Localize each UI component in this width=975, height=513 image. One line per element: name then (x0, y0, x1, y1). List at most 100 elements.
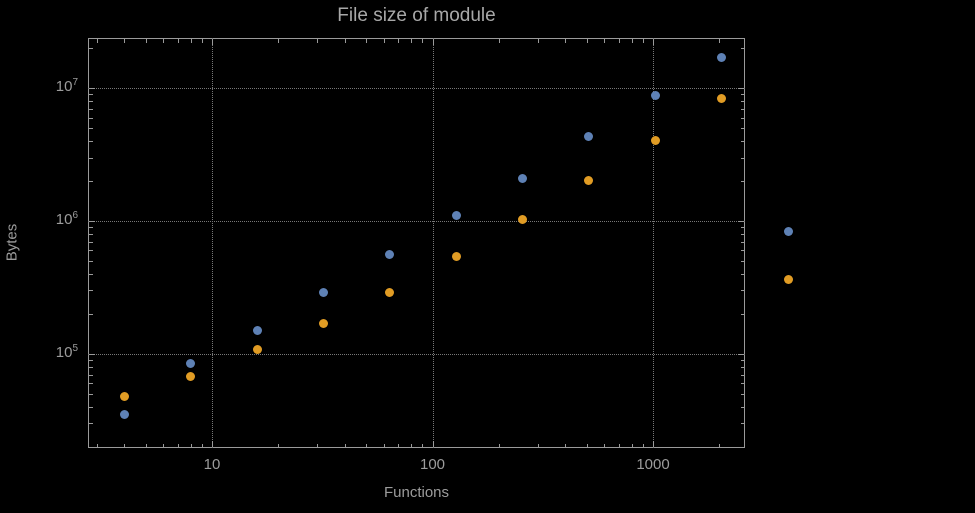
y-minor-tick (740, 374, 744, 376)
y-tick (89, 88, 95, 90)
y-minor-tick (740, 393, 744, 395)
y-tick (738, 88, 744, 90)
x-gridline (653, 38, 655, 448)
x-gridline (211, 38, 213, 448)
x-minor-tick (278, 443, 280, 447)
x-tick (432, 441, 434, 447)
plot-frame (88, 38, 745, 448)
y-tick-base: 10 (55, 78, 73, 96)
x-minor-tick (642, 443, 644, 447)
data-point-series-1 (385, 249, 395, 259)
x-minor-tick (344, 39, 346, 43)
data-point-series-2 (252, 344, 262, 354)
data-point-series-1 (119, 410, 129, 420)
data-point-series-1 (518, 173, 528, 183)
data-point-series-2 (318, 318, 328, 328)
x-minor-tick (719, 443, 721, 447)
x-minor-tick (537, 39, 539, 43)
x-tick (432, 39, 434, 45)
y-minor-tick (89, 374, 93, 376)
y-minor-tick (740, 383, 744, 385)
x-minor-tick (201, 443, 203, 447)
x-minor-tick (586, 443, 588, 447)
data-point-series-1 (318, 287, 328, 297)
x-tick (211, 441, 213, 447)
y-minor-tick (89, 360, 93, 361)
data-point-series-2 (385, 287, 395, 297)
data-point-series-2 (518, 214, 528, 224)
data-point-series-1 (252, 326, 262, 335)
x-minor-tick (398, 39, 400, 43)
y-tick-exponent: 7 (72, 77, 78, 89)
x-minor-tick (177, 443, 179, 447)
y-minor-tick (89, 48, 93, 50)
y-minor-tick (740, 94, 744, 96)
x-minor-tick (383, 443, 385, 447)
x-minor-tick (96, 443, 98, 447)
x-tick (653, 441, 655, 447)
y-tick-base: 10 (55, 343, 73, 361)
x-minor-tick (719, 39, 721, 43)
y-minor-tick (89, 250, 93, 252)
x-minor-tick (631, 39, 633, 43)
x-minor-tick (422, 443, 424, 447)
y-tick (89, 220, 95, 222)
y-minor-tick (89, 108, 93, 110)
x-minor-tick (317, 39, 319, 43)
y-minor-tick (740, 100, 744, 102)
data-point-series-2 (717, 94, 727, 104)
x-minor-tick (631, 443, 633, 447)
data-point-series-2 (584, 176, 594, 186)
x-minor-tick (498, 443, 500, 447)
data-point-series-2 (650, 136, 660, 146)
y-minor-tick (740, 227, 744, 229)
y-minor-tick (89, 128, 93, 130)
y-minor-tick (740, 48, 744, 50)
y-minor-tick (89, 180, 93, 182)
x-minor-tick (124, 443, 126, 447)
y-minor-tick (89, 100, 93, 102)
x-minor-tick (344, 443, 346, 447)
x-minor-tick (145, 39, 147, 43)
y-minor-tick (89, 383, 93, 385)
data-point-series-1 (650, 90, 660, 100)
y-minor-tick (89, 227, 93, 229)
y-minor-tick (740, 180, 744, 182)
y-tick-exponent: 5 (72, 342, 78, 354)
y-minor-tick (740, 406, 744, 408)
x-minor-tick (278, 39, 280, 43)
y-minor-tick (89, 406, 93, 408)
y-tick (738, 220, 744, 222)
x-tick-label: 10 (203, 456, 221, 473)
y-minor-tick (89, 117, 93, 119)
y-minor-tick (89, 157, 93, 159)
data-point-series-1 (717, 52, 727, 62)
y-minor-tick (740, 446, 744, 448)
y-minor-tick (740, 157, 744, 159)
x-axis-label: Functions (383, 484, 450, 501)
x-minor-tick (124, 39, 126, 43)
y-minor-tick (89, 94, 93, 96)
y-minor-tick (740, 241, 744, 243)
x-minor-tick (565, 443, 567, 447)
y-minor-tick (740, 366, 744, 368)
y-minor-tick (89, 241, 93, 243)
x-minor-tick (145, 443, 147, 447)
data-point-series-2 (451, 252, 461, 262)
y-gridline (88, 220, 745, 222)
y-minor-tick (89, 393, 93, 395)
x-minor-tick (366, 39, 368, 43)
y-tick-base: 10 (55, 210, 73, 228)
x-minor-tick (618, 39, 620, 43)
y-tick (89, 353, 95, 355)
y-minor-tick (89, 290, 93, 292)
y-minor-tick (740, 117, 744, 119)
x-gridline (432, 38, 434, 448)
y-minor-tick (740, 250, 744, 252)
y-minor-tick (740, 273, 744, 275)
x-minor-tick (618, 443, 620, 447)
y-minor-tick (740, 261, 744, 262)
x-minor-tick (96, 39, 98, 43)
y-minor-tick (740, 423, 744, 425)
x-tick (211, 39, 213, 45)
